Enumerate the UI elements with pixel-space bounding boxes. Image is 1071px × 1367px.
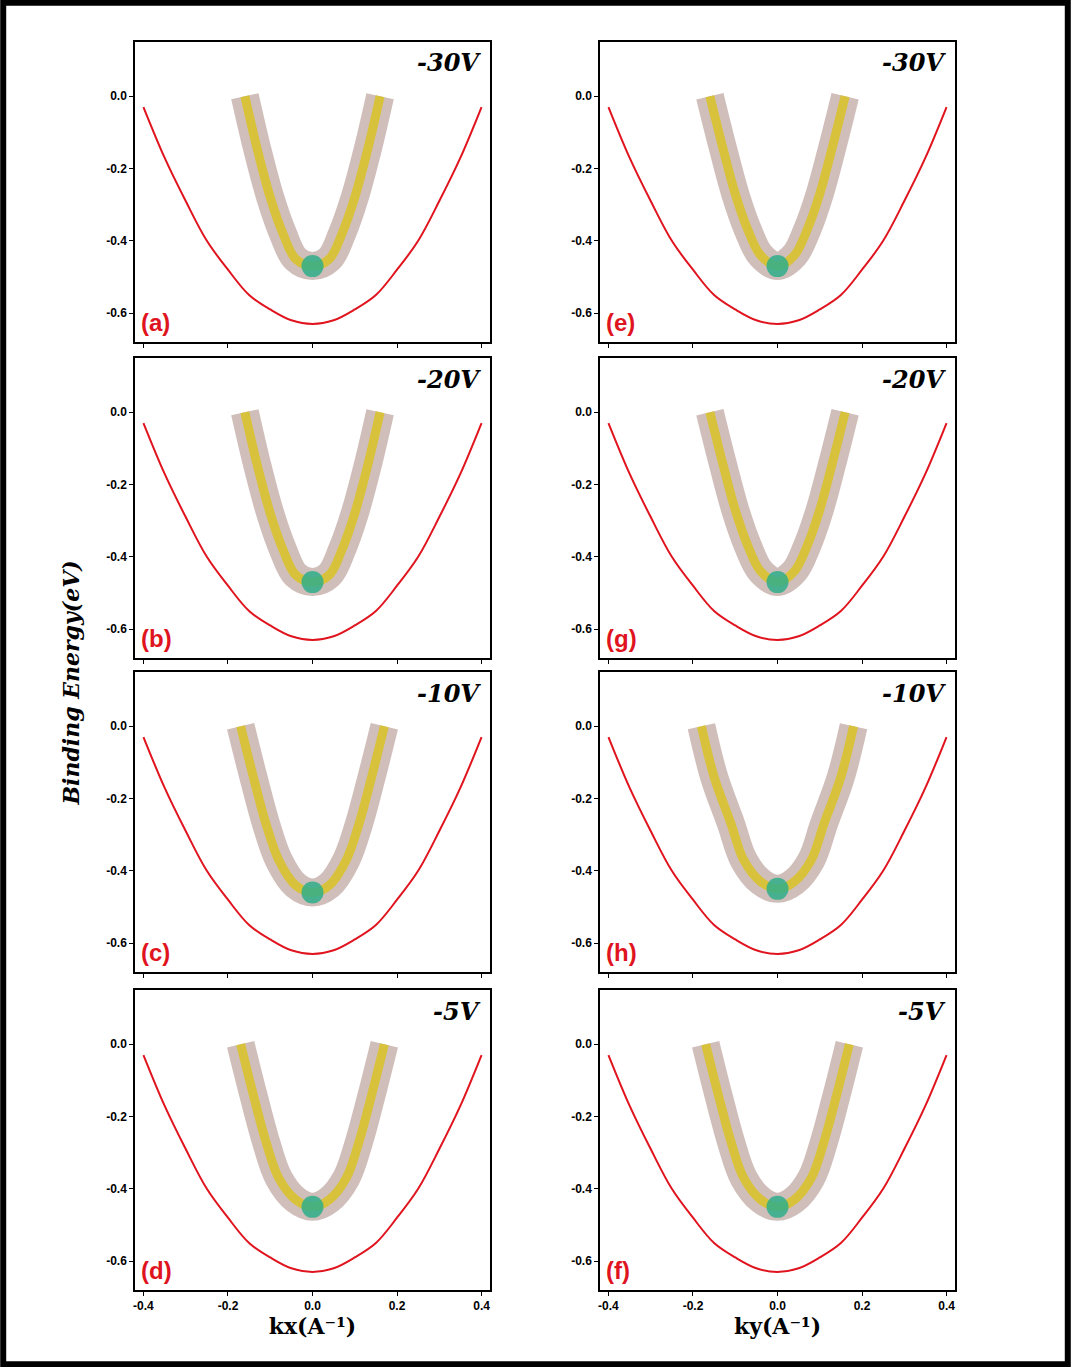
svg-text:(c): (c) — [141, 939, 170, 966]
svg-text:-0.6: -0.6 — [571, 1254, 592, 1268]
svg-text:(h): (h) — [606, 939, 637, 966]
svg-text:-0.4: -0.4 — [571, 234, 592, 248]
svg-text:-0.4: -0.4 — [571, 550, 592, 564]
svg-text:(a): (a) — [141, 309, 170, 336]
svg-text:ky(A⁻¹): ky(A⁻¹) — [734, 1313, 821, 1339]
svg-text:(g): (g) — [606, 625, 637, 652]
svg-text:-0.6: -0.6 — [106, 306, 127, 320]
svg-text:-10V: -10V — [417, 679, 481, 708]
svg-text:-0.2: -0.2 — [106, 162, 127, 176]
svg-text:(b): (b) — [141, 625, 172, 652]
svg-text:-0.2: -0.2 — [106, 478, 127, 492]
svg-text:-0.6: -0.6 — [106, 936, 127, 950]
svg-text:-0.2: -0.2 — [571, 792, 592, 806]
svg-text:-0.2: -0.2 — [571, 1110, 592, 1124]
svg-text:-0.4: -0.4 — [598, 1299, 619, 1313]
svg-text:0.0: 0.0 — [575, 89, 592, 103]
svg-text:0.2: 0.2 — [389, 1299, 406, 1313]
svg-text:Binding Energy(eV): Binding Energy(eV) — [58, 560, 84, 805]
svg-text:-0.4: -0.4 — [571, 1182, 592, 1196]
svg-text:-5V: -5V — [433, 997, 481, 1026]
svg-text:0.0: 0.0 — [575, 405, 592, 419]
svg-text:-20V: -20V — [882, 365, 946, 394]
svg-text:(d): (d) — [141, 1257, 172, 1284]
svg-text:0.0: 0.0 — [110, 405, 127, 419]
svg-text:0.4: 0.4 — [938, 1299, 955, 1313]
svg-text:-0.4: -0.4 — [106, 864, 127, 878]
svg-text:-0.4: -0.4 — [571, 864, 592, 878]
svg-text:-20V: -20V — [417, 365, 481, 394]
svg-text:-0.4: -0.4 — [106, 550, 127, 564]
svg-text:-10V: -10V — [882, 679, 946, 708]
svg-text:(f): (f) — [606, 1257, 630, 1284]
svg-text:-0.6: -0.6 — [106, 622, 127, 636]
svg-text:kx(A⁻¹): kx(A⁻¹) — [269, 1313, 357, 1339]
svg-text:-30V: -30V — [417, 48, 481, 77]
svg-text:-0.6: -0.6 — [571, 622, 592, 636]
svg-text:-0.2: -0.2 — [571, 162, 592, 176]
svg-text:-0.6: -0.6 — [571, 936, 592, 950]
svg-text:-0.4: -0.4 — [106, 1182, 127, 1196]
svg-text:-0.6: -0.6 — [571, 306, 592, 320]
svg-text:-0.2: -0.2 — [106, 792, 127, 806]
svg-text:-0.2: -0.2 — [218, 1299, 239, 1313]
svg-text:-0.2: -0.2 — [106, 1110, 127, 1124]
svg-text:0.0: 0.0 — [575, 719, 592, 733]
svg-text:-0.2: -0.2 — [683, 1299, 704, 1313]
svg-text:0.2: 0.2 — [854, 1299, 871, 1313]
svg-text:0.0: 0.0 — [110, 89, 127, 103]
svg-text:-30V: -30V — [882, 48, 946, 77]
svg-text:0.0: 0.0 — [110, 1037, 127, 1051]
svg-text:0.4: 0.4 — [473, 1299, 490, 1313]
svg-text:-0.4: -0.4 — [106, 234, 127, 248]
svg-text:-0.2: -0.2 — [571, 478, 592, 492]
svg-text:-0.4: -0.4 — [133, 1299, 154, 1313]
svg-text:-0.6: -0.6 — [106, 1254, 127, 1268]
svg-text:0.0: 0.0 — [110, 719, 127, 733]
svg-text:0.0: 0.0 — [769, 1299, 786, 1313]
svg-text:0.0: 0.0 — [575, 1037, 592, 1051]
svg-text:0.0: 0.0 — [304, 1299, 321, 1313]
svg-text:(e): (e) — [606, 309, 635, 336]
svg-text:-5V: -5V — [898, 997, 946, 1026]
